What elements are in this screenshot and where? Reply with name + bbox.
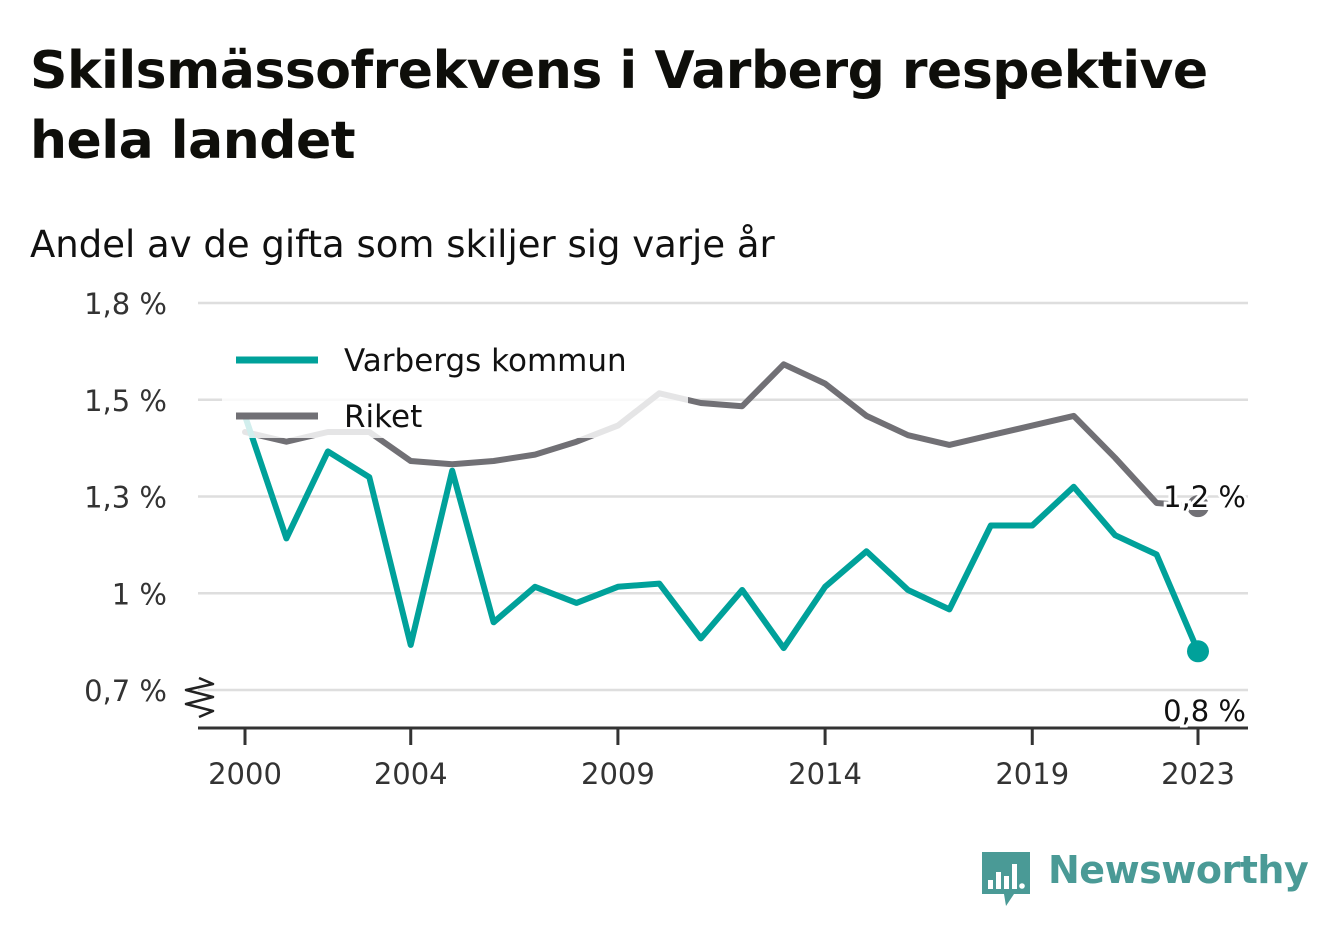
x-tick-label: 2023 [1161, 757, 1235, 791]
x-tick-label: 2004 [374, 757, 448, 791]
series-line [242, 361, 1201, 510]
x-tick-label: 2000 [208, 757, 282, 791]
y-tick-label: 1,5 % [84, 384, 167, 418]
x-tick-label: 2019 [995, 757, 1069, 791]
brand-name: Newsworthy [1048, 848, 1309, 892]
y-tick-label: 1,3 % [84, 481, 167, 515]
x-tick-label: 2014 [788, 757, 862, 791]
end-labels: 1,2 % 0,8 % [1160, 477, 1249, 731]
x-axis: 2000 2004 2009 2014 2019 2023 [184, 676, 1248, 791]
end-point [1187, 495, 1209, 518]
end-label-riket: 1,2 % [1163, 480, 1246, 514]
end-label-varberg: 0,8 % [1163, 694, 1246, 728]
legend-label: Varbergs kommun [344, 343, 627, 379]
x-tick-label: 2009 [581, 757, 655, 791]
series-lines [242, 361, 1209, 663]
y-tick-label: 1,8 % [84, 287, 167, 321]
y-axis-ticks: 1,8 % 1,5 % 1,3 % 1 % 0,7 % [84, 287, 167, 708]
axis-break-icon [184, 676, 215, 719]
y-tick-label: 1 % [112, 577, 167, 611]
end-point [1187, 640, 1209, 663]
chart-subtitle: Andel av de gifta som skiljer sig varje … [30, 223, 775, 266]
series-line [242, 412, 1201, 655]
legend-background [222, 332, 688, 438]
legend: Varbergs kommun Riket [222, 332, 688, 438]
legend-label: Riket [344, 399, 422, 435]
newsworthy-logo-icon [982, 852, 1030, 906]
y-tick-label: 0,7 % [84, 674, 167, 708]
chart-title: Skilsmässofrekvens i Varberg respektive … [30, 41, 1208, 171]
